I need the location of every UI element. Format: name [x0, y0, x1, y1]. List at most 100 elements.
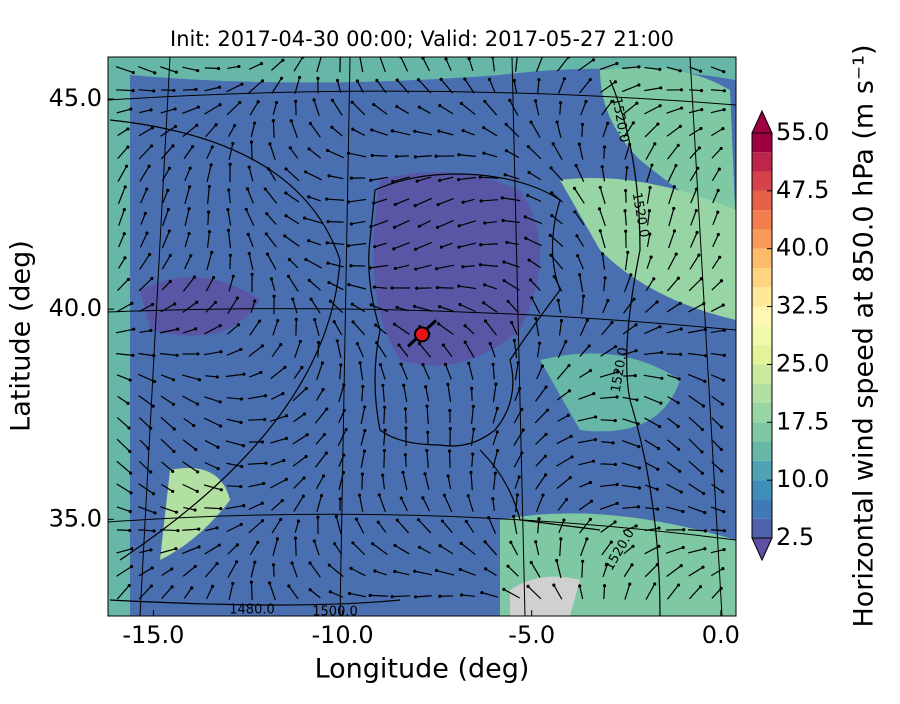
wind-arrow-head: [378, 493, 381, 496]
wind-arrow-head: [303, 216, 306, 219]
wind-arrow-head: [370, 128, 373, 131]
wind-arrow: [161, 90, 174, 91]
wind-arrow-head: [701, 566, 704, 569]
wind-arrow-head: [449, 427, 452, 430]
wind-arrow-head: [582, 294, 585, 297]
wind-arrow-head: [394, 203, 397, 206]
wind-arrow-head: [333, 320, 336, 323]
wind-arrow-head: [489, 342, 492, 345]
wind-arrow-head: [329, 590, 332, 593]
wind-arrow-head: [219, 350, 222, 353]
wind-arrow-head: [635, 102, 638, 105]
wind-arrow-head: [251, 273, 254, 276]
wind-arrow-head: [483, 283, 486, 286]
wind-arrow: [689, 90, 701, 91]
wind-arrow-head: [363, 450, 366, 453]
wind-arrow-head: [327, 281, 330, 284]
wind-arrow: [370, 595, 388, 596]
wind-arrow-head: [149, 470, 152, 473]
wind-arrow-head: [194, 327, 197, 330]
contour-label: 1480.0: [229, 603, 275, 618]
wind-arrow-head: [599, 186, 602, 189]
wind-arrow-head: [720, 147, 723, 150]
wind-arrow: [449, 451, 450, 468]
wind-arrow-head: [482, 126, 485, 129]
wind-arrow-head: [635, 524, 638, 527]
wind-arrow-head: [173, 427, 176, 430]
wind-arrow-head: [435, 267, 438, 270]
wind-arrow: [274, 565, 275, 577]
wind-arrow-head: [722, 379, 725, 382]
wind-arrow-head: [217, 67, 220, 70]
wind-arrow-head: [589, 369, 592, 372]
colorbar-band: [752, 442, 772, 461]
wind-arrow-head: [377, 521, 380, 524]
wind-arrow-head: [149, 427, 152, 430]
wind-arrow-head: [436, 286, 439, 289]
wind-arrow: [295, 538, 296, 556]
wind-arrow-head: [171, 490, 174, 493]
wind-arrow-head: [373, 285, 376, 288]
wind-arrow-head: [483, 100, 486, 103]
wind-arrow-head: [701, 472, 704, 475]
wind-arrow-head: [659, 104, 662, 107]
wind-arrow-head: [680, 88, 683, 91]
wind-arrow-head: [326, 241, 329, 244]
wind-arrow-head: [123, 232, 126, 235]
wind-arrow-head: [308, 561, 311, 564]
wind-arrow-head: [359, 361, 362, 364]
wind-arrow-head: [718, 167, 721, 170]
wind-arrow-head: [552, 584, 555, 587]
wind-arrow-head: [698, 146, 701, 149]
wind-arrow-head: [720, 587, 723, 590]
wind-arrow-head: [299, 340, 302, 343]
wind-arrow-head: [573, 187, 576, 190]
wind-arrow-head: [680, 106, 683, 109]
wind-arrow: [251, 582, 252, 600]
wind-arrow-head: [265, 212, 268, 215]
wind-arrow-head: [657, 545, 660, 548]
wind-arrow-head: [606, 122, 609, 125]
wind-arrow-head: [414, 155, 417, 158]
wind-arrow-head: [239, 421, 242, 424]
wind-arrow-head: [594, 415, 597, 418]
wind-arrow-head: [655, 300, 658, 303]
wind-arrow-head: [216, 375, 219, 378]
wind-arrow-head: [680, 490, 683, 493]
wind-arrow-head: [150, 144, 153, 147]
wind-arrow-head: [435, 569, 438, 572]
wind-arrow-head: [347, 244, 350, 247]
wind-arrow-head: [434, 155, 437, 158]
wind-arrow-head: [303, 412, 306, 415]
wind-arrow-head: [468, 57, 471, 60]
wind-arrow-head: [629, 273, 632, 276]
wind-arrow-head: [214, 123, 217, 126]
wind-arrow-head: [413, 570, 416, 573]
wind-arrow-head: [479, 243, 482, 246]
wind-arrow-head: [659, 402, 662, 405]
wind-arrow-head: [229, 254, 232, 257]
wind-arrow-head: [316, 516, 319, 519]
wind-arrow-head: [472, 428, 475, 431]
wind-arrow-head: [507, 300, 510, 303]
wind-arrow-head: [261, 344, 264, 347]
wind-arrow-head: [279, 343, 282, 346]
wind-arrow-head: [245, 208, 248, 211]
wind-arrow-head: [168, 230, 171, 233]
wind-arrow-head: [721, 402, 724, 405]
wind-arrow-head: [448, 449, 451, 452]
wind-arrow-head: [588, 344, 591, 347]
wind-arrow-head: [371, 542, 374, 545]
wind-arrow-head: [268, 142, 271, 145]
wind-arrow-head: [295, 318, 298, 321]
wind-arrow-head: [465, 520, 468, 523]
wind-arrow-head: [144, 212, 147, 215]
wind-arrow-head: [626, 251, 629, 254]
wind-arrow-head: [170, 567, 173, 570]
wind-arrow-head: [637, 505, 640, 508]
wind-arrow-head: [218, 103, 221, 106]
wind-arrow-head: [189, 254, 192, 257]
wind-arrow-head: [549, 254, 552, 257]
wind-arrow-head: [674, 164, 677, 167]
wind-arrow: [204, 508, 221, 509]
